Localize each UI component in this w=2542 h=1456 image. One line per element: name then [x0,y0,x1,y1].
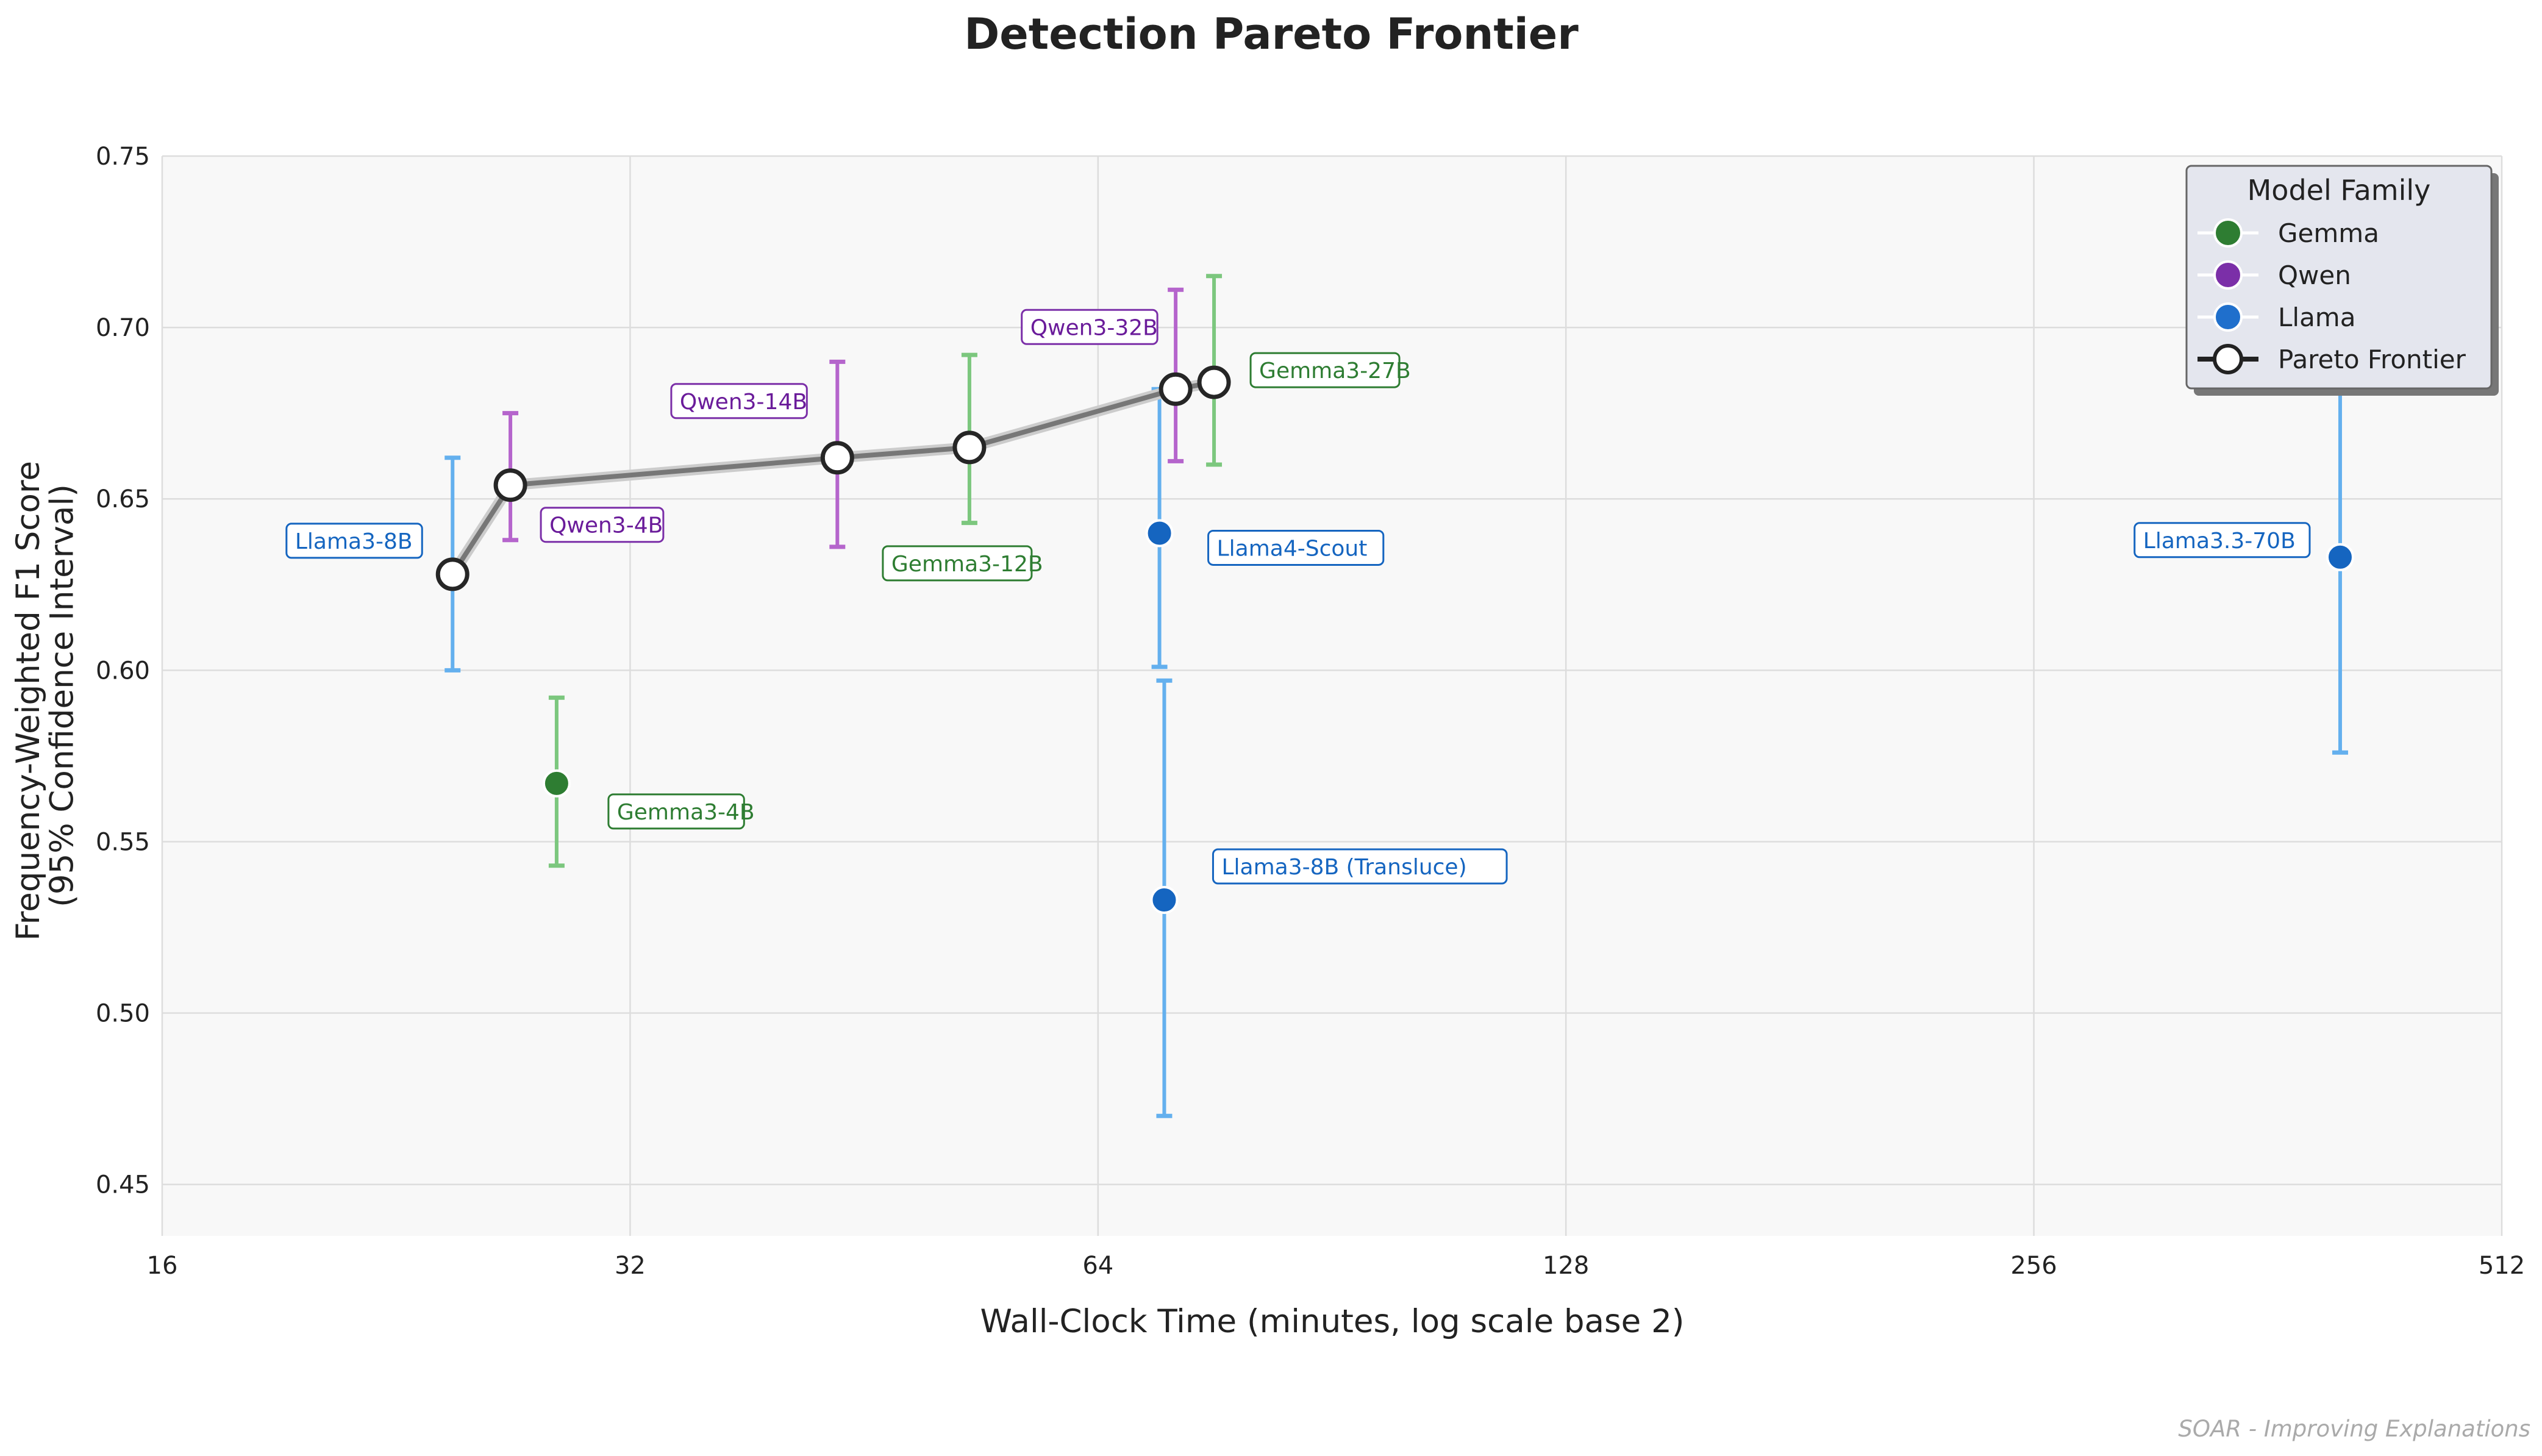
data-point [542,769,571,798]
svg-text:Qwen3-32B: Qwen3-32B [1030,315,1158,340]
svg-text:Llama3.3-70B: Llama3.3-70B [2143,529,2296,554]
legend-entry: Pareto Frontier [2197,344,2466,374]
point-label: Llama3-8B (Transluce) [1212,848,1508,885]
data-point [2326,543,2354,571]
y-tick-label: 0.70 [96,314,150,342]
y-tick-label: 0.50 [96,1000,150,1028]
svg-text:Gemma: Gemma [2278,218,2379,248]
point-label: Qwen3-14B [670,383,808,419]
point-label: Qwen3-32B [1021,309,1159,345]
x-tick-label: 128 [1543,1252,1589,1280]
y-tick-label: 0.65 [96,485,150,513]
svg-text:Qwen: Qwen [2278,260,2351,290]
point-label: Gemma3-12B [882,545,1043,582]
frontier-point [1159,372,1193,406]
data-point [1150,886,1179,915]
legend-entry: Gemma [2197,218,2379,248]
point-label: Qwen3-4B [540,507,665,543]
error-bars [444,274,2348,1118]
svg-text:Pareto Frontier: Pareto Frontier [2278,344,2466,374]
svg-text:Qwen3-4B: Qwen3-4B [549,513,663,538]
x-tick-label: 16 [147,1252,178,1280]
y-tick-label: 0.75 [96,143,150,171]
frontier-point [435,557,469,591]
data-point [1145,519,1174,548]
legend-box [2185,165,2493,390]
y-tick-label: 0.55 [96,828,150,856]
frontier-point [493,468,527,502]
point-label: Llama3-8B [285,523,423,559]
svg-text:Llama3-8B (Transluce): Llama3-8B (Transluce) [1221,855,1466,880]
point-label: Gemma3-4B [607,793,755,830]
frontier-point [1197,365,1231,399]
y-tick-label: 0.45 [96,1171,150,1199]
grid-lines [161,155,2503,1236]
svg-text:Qwen3-14B: Qwen3-14B [680,390,807,415]
legend: Model Family Gemma Qwen Llama Pareto Frontie… [2185,165,2499,396]
svg-text:Gemma3-12B: Gemma3-12B [891,552,1043,577]
point-label: Gemma3-27B [1249,352,1411,388]
point-labels: Llama3-8B Qwen3-4B Gemma3-4B Qwen3-14B Gemma… [285,309,2311,885]
chart-title: Detection Pareto Frontier [964,9,1579,59]
y-axis-label-line-1: Frequency-Weighted F1 Score [10,461,47,941]
frontier-point [952,430,987,465]
x-tick-label: 64 [1082,1252,1113,1280]
legend-entry: Qwen [2197,260,2351,290]
data-points [435,365,2354,915]
svg-text:Llama4-Scout: Llama4-Scout [1217,536,1368,561]
point-label: Llama3.3-70B [2133,522,2311,558]
legend-title: Model Family [2247,174,2431,207]
svg-text:Llama3-8B: Llama3-8B [295,529,413,554]
x-tick-label: 32 [615,1252,646,1280]
svg-text:Gemma3-27B: Gemma3-27B [1259,359,1411,384]
y-axis-label-line-2: (95% Confidence Interval) [44,484,81,907]
y-axis-label: Frequency-Weighted F1 Score (95% Confide… [10,451,81,941]
point-label: Llama4-Scout [1207,529,1385,566]
plot-area [162,156,2502,1236]
legend-entry: Llama [2197,302,2355,332]
x-axis-label: Wall-Clock Time (minutes, log scale base… [980,1303,1684,1340]
x-tick-label: 256 [2010,1252,2057,1280]
frontier-point [820,441,854,475]
footer-note: SOAR - Improving Explanations [2178,1416,2530,1442]
axes: 16 32 64 128 256 512 0.45 0.50 0.55 0.60 0.65 0.70 0… [96,143,2525,1280]
svg-text:Gemma3-4B: Gemma3-4B [617,800,755,825]
y-tick-label: 0.60 [96,657,150,685]
x-tick-label: 512 [2479,1252,2525,1280]
svg-text:Llama: Llama [2278,302,2355,332]
